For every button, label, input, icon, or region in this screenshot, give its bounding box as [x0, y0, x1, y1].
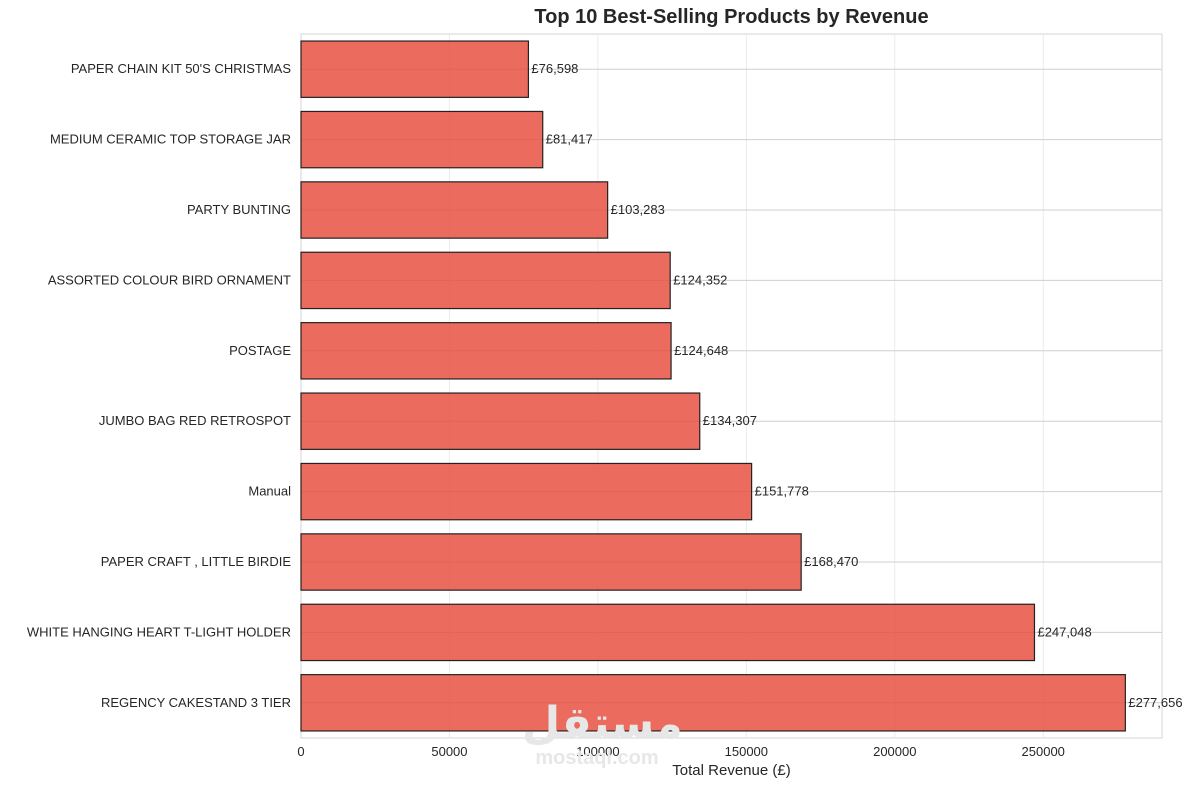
bar [300, 181, 609, 239]
value-label: £124,648 [674, 343, 728, 358]
x-axis-label: Total Revenue (£) [672, 762, 791, 779]
x-tick-label: 50000 [431, 744, 467, 759]
x-tick-label: 100000 [576, 744, 619, 759]
value-label: £124,352 [673, 272, 727, 287]
category-label: PAPER CHAIN KIT 50'S CHRISTMAS [71, 61, 291, 76]
category-label: PARTY BUNTING [187, 202, 291, 217]
bar [300, 322, 672, 380]
category-label: MEDIUM CERAMIC TOP STORAGE JAR [50, 132, 291, 147]
category-label: PAPER CRAFT , LITTLE BIRDIE [101, 554, 292, 569]
value-label: £103,283 [611, 202, 665, 217]
value-label: £134,307 [703, 413, 757, 428]
value-label: £151,778 [755, 484, 809, 499]
value-label: £247,048 [1037, 624, 1091, 639]
category-label: Manual [248, 484, 291, 499]
x-tick-label: 200000 [873, 744, 916, 759]
bar [300, 462, 753, 521]
category-label: WHITE HANGING HEART T-LIGHT HOLDER [27, 624, 291, 639]
category-label: ASSORTED COLOUR BIRD ORNAMENT [48, 272, 291, 287]
bar [300, 603, 1036, 662]
bar [300, 392, 701, 450]
category-label: POSTAGE [229, 343, 291, 358]
bar [300, 251, 671, 310]
value-label: £76,598 [531, 61, 578, 76]
value-label: £81,417 [546, 132, 593, 147]
bar [300, 110, 544, 169]
x-tick-label: 150000 [725, 744, 768, 759]
category-label: REGENCY CAKESTAND 3 TIER [101, 695, 291, 710]
x-tick-label: 0 [297, 744, 304, 759]
value-label: £277,656 [1128, 695, 1182, 710]
bar [300, 674, 1126, 732]
x-tick-label: 250000 [1022, 744, 1065, 759]
chart-title: Top 10 Best-Selling Products by Revenue [534, 6, 929, 28]
category-label: JUMBO BAG RED RETROSPOT [99, 413, 291, 428]
bar [300, 40, 530, 98]
bar [300, 533, 802, 591]
value-label: £168,470 [804, 554, 858, 569]
